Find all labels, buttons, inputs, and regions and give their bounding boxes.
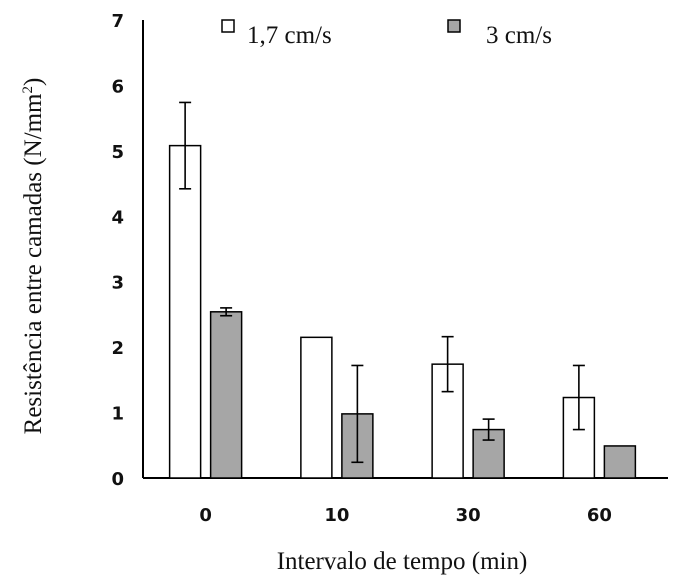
y-axis-title-main: Resistência entre camadas (N/mm — [20, 93, 47, 434]
y-tick-label: 6 — [111, 76, 124, 97]
x-tick-label: 0 — [199, 505, 212, 526]
y-axis-title: Resistência entre camadas (N/mm2) — [20, 78, 47, 435]
x-axis-ticks: 0 10 30 60 — [199, 505, 612, 526]
x-axis-title: Intervalo de tempo (min) — [277, 548, 528, 575]
legend-label-series-2: 3 cm/s — [486, 22, 552, 49]
bar-series-1 — [168, 144, 202, 479]
legend-swatch-series-1 — [221, 19, 235, 33]
y-tick-label: 4 — [111, 207, 124, 228]
x-tick-label: 30 — [456, 505, 481, 526]
y-tick-label: 3 — [111, 273, 124, 294]
bars — [168, 144, 637, 479]
y-tick-label: 5 — [111, 142, 124, 163]
y-tick-label: 2 — [111, 338, 124, 359]
y-tick-label: 1 — [111, 404, 124, 425]
bar-series-1 — [300, 336, 333, 479]
legend-swatch-series-2 — [447, 19, 461, 33]
error-bars — [179, 101, 585, 464]
y-axis-title-suffix: ) — [20, 78, 47, 86]
legend: 1,7 cm/s 3 cm/s — [221, 19, 552, 49]
y-axis-ticks: 0 1 2 3 4 5 6 7 — [111, 11, 124, 490]
y-tick-label: 7 — [111, 11, 124, 32]
y-tick-label: 0 — [111, 469, 124, 490]
x-tick-label: 60 — [587, 505, 612, 526]
x-tick-label: 10 — [324, 505, 349, 526]
bar-series-2 — [603, 445, 637, 479]
y-axis-title-superscript: 2 — [20, 86, 36, 94]
legend-label-series-1: 1,7 cm/s — [247, 22, 332, 49]
bar-series-2 — [209, 311, 243, 479]
